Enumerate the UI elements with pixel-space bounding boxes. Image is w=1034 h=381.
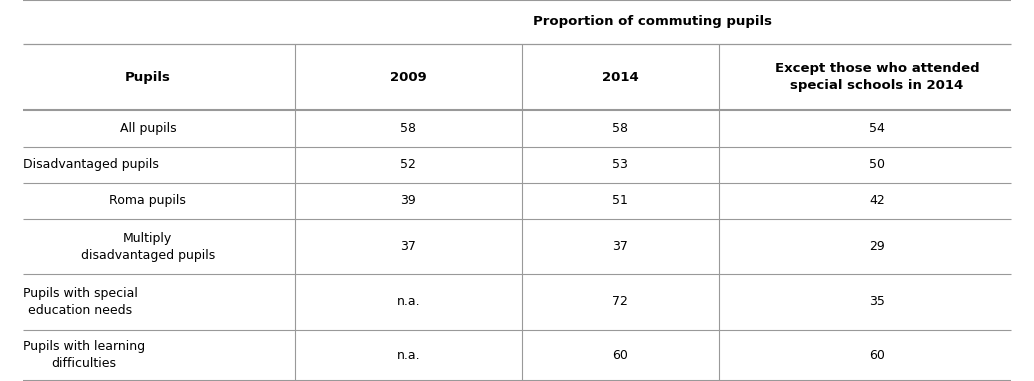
Text: Proportion of commuting pupils: Proportion of commuting pupils: [534, 15, 772, 29]
Text: All pupils: All pupils: [120, 122, 176, 135]
Text: 35: 35: [869, 295, 885, 309]
Text: 2014: 2014: [602, 70, 639, 84]
Text: 60: 60: [612, 349, 629, 362]
Text: 58: 58: [612, 122, 629, 135]
Text: 58: 58: [400, 122, 417, 135]
Text: 50: 50: [869, 158, 885, 171]
Text: 60: 60: [869, 349, 885, 362]
Text: Pupils with learning
difficulties: Pupils with learning difficulties: [23, 340, 145, 370]
Text: 52: 52: [400, 158, 417, 171]
Text: Disadvantaged pupils: Disadvantaged pupils: [23, 158, 158, 171]
Text: 2009: 2009: [390, 70, 427, 84]
Text: 37: 37: [612, 240, 629, 253]
Text: n.a.: n.a.: [397, 349, 420, 362]
Text: n.a.: n.a.: [397, 295, 420, 309]
Text: 29: 29: [869, 240, 885, 253]
Text: 51: 51: [612, 194, 629, 208]
Text: Roma pupils: Roma pupils: [110, 194, 186, 208]
Text: 42: 42: [869, 194, 885, 208]
Text: 39: 39: [400, 194, 417, 208]
Text: 72: 72: [612, 295, 629, 309]
Text: 37: 37: [400, 240, 417, 253]
Text: 53: 53: [612, 158, 629, 171]
Text: Pupils with special
education needs: Pupils with special education needs: [23, 287, 138, 317]
Text: Pupils: Pupils: [125, 70, 171, 84]
Text: Multiply
disadvantaged pupils: Multiply disadvantaged pupils: [81, 232, 215, 262]
Text: 54: 54: [869, 122, 885, 135]
Text: Except those who attended
special schools in 2014: Except those who attended special school…: [774, 62, 979, 92]
